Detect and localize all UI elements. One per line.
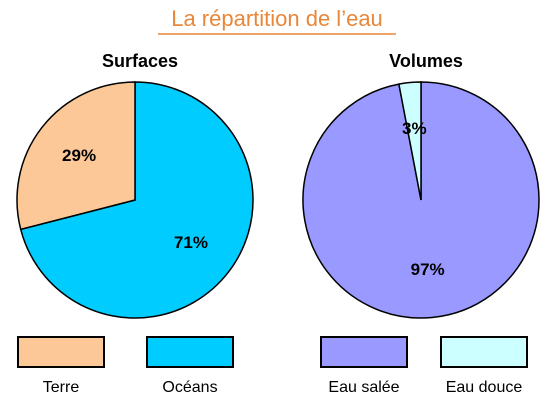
pie-slice: [16, 81, 136, 231]
chart-title: Surfaces: [102, 51, 178, 71]
legend-swatch: [17, 336, 105, 368]
legend-swatch: [146, 336, 234, 368]
page-title: La répartition de l’eau: [171, 6, 383, 31]
value-label: 97%: [411, 260, 445, 279]
value-label: 29%: [62, 146, 96, 165]
value-label: 3%: [402, 119, 427, 138]
legend-label: Eau douce: [446, 379, 523, 396]
legend-label: Terre: [43, 379, 80, 396]
legend-label: Océans: [162, 379, 217, 396]
legend-swatch: [440, 336, 528, 368]
legend-swatch: [320, 336, 408, 368]
pie-slice: [398, 81, 422, 201]
legend-label: Eau salée: [328, 379, 399, 396]
chart-title: Volumes: [389, 51, 463, 71]
pie-slice: [19, 81, 254, 319]
value-label: 71%: [174, 233, 208, 252]
